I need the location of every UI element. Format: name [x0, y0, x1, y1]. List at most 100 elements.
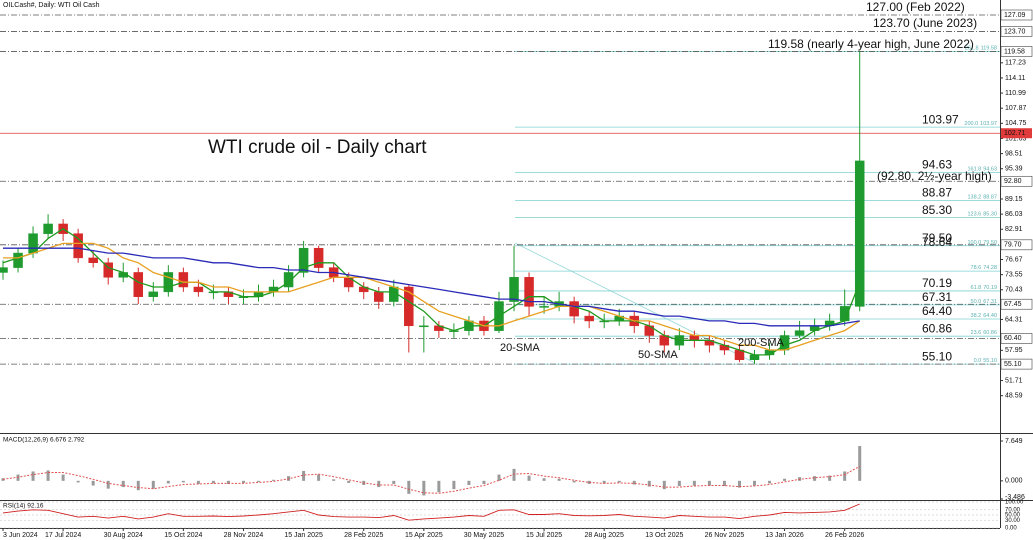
candle-body — [88, 257, 98, 264]
key-level-box — [1000, 175, 1033, 187]
macd-bar — [332, 479, 336, 481]
annotation: 127.00 (Feb 2022) — [866, 0, 965, 14]
macd-bar — [843, 471, 847, 481]
candle-body — [313, 247, 324, 268]
macd-title: MACD(12,26,9) 6.676 2.792 — [3, 437, 85, 444]
key-level-label: 92.80 — [1004, 178, 1022, 185]
macd-bar — [166, 480, 170, 484]
y-tick-label: 82.91 — [1005, 226, 1023, 233]
fib-value: 88.87 — [983, 195, 997, 201]
fib-ratio: 261.8 — [965, 46, 979, 52]
macd-bar — [211, 480, 215, 484]
macd-tick-label: 7.649 — [1005, 438, 1023, 445]
trend-line — [514, 242, 756, 364]
x-tick-label: 26 Feb 2026 — [825, 532, 864, 539]
x-tick-label: 3 Jun 2024 — [3, 532, 38, 539]
annotation: (92.80, 2½-year high) — [877, 169, 992, 183]
rsi-title: RSI(14) 92.16 — [3, 503, 44, 510]
y-tick-label: 51.71 — [1005, 377, 1023, 384]
macd-bar — [91, 480, 95, 486]
macd-bar — [76, 480, 80, 483]
x-tick-label: 30 May 2025 — [464, 532, 505, 539]
current-price-box — [1001, 128, 1032, 139]
x-tick-label: 26 Nov 2025 — [705, 532, 745, 539]
key-level-box — [1000, 26, 1033, 37]
macd-bar — [572, 480, 576, 483]
candle-body — [539, 306, 549, 308]
macd-bar — [512, 468, 516, 481]
macd-bar — [587, 480, 591, 484]
rsi-tick-label: 0.00 — [1005, 526, 1017, 532]
macd-bar — [121, 480, 125, 488]
level-label: 60.86 — [922, 321, 952, 335]
fib-value: 103.97 — [980, 122, 997, 128]
fib-ratio: 0.0 — [974, 359, 982, 365]
macd-bar — [722, 480, 726, 487]
macd-bar — [136, 480, 140, 491]
macd-bar — [1, 478, 5, 481]
fib-ratio: 200.0 — [964, 122, 978, 128]
rsi-tick-label: 70.00 — [1005, 507, 1021, 513]
key-level-label: 127.09 — [1004, 12, 1026, 19]
fib-label: 161.8 94.63 — [967, 167, 997, 173]
x-tick-label: 17 Jul 2024 — [45, 532, 81, 539]
sma-line — [2, 228, 861, 356]
fib-value: 70.19 — [983, 285, 997, 291]
candle-body — [0, 267, 8, 273]
macd-bar — [422, 480, 426, 496]
fib-ratio: 23.6 — [971, 331, 982, 337]
key-level-box — [1000, 333, 1033, 344]
x-tick-label: 15 Oct 2024 — [164, 532, 202, 539]
key-level-box — [1000, 46, 1033, 57]
macd-tick-label: 0.000 — [1005, 478, 1023, 485]
macd-bar — [392, 480, 396, 484]
fib-label: 38.2 64.40 — [971, 313, 997, 319]
macd-bar — [632, 480, 636, 485]
rsi-tick-label: 30.00 — [1005, 518, 1021, 524]
sma-label: 20-SMA — [500, 342, 540, 354]
candle-body — [103, 262, 113, 278]
y-tick-label: 57.95 — [1005, 347, 1023, 354]
macd-bar — [768, 480, 772, 484]
macd-bar — [106, 480, 110, 489]
y-tick-label: 101.63 — [1005, 135, 1027, 142]
candle-body — [794, 330, 805, 336]
x-tick-label: 15 Jan 2025 — [284, 532, 323, 539]
y-tick-label: 76.67 — [1005, 256, 1023, 263]
fib-label: 61.8 70.19 — [971, 285, 997, 291]
level-label: 79.50 — [922, 231, 952, 245]
fib-value: 79.50 — [983, 240, 997, 246]
y-tick-label: 89.15 — [1005, 196, 1023, 203]
fib-value: 94.63 — [983, 167, 997, 173]
x-tick-label: 13 Oct 2025 — [645, 532, 683, 539]
macd-bar — [151, 480, 155, 489]
candle-body — [509, 277, 519, 302]
chart-title: WTI crude oil - Daily chart — [208, 137, 427, 158]
key-level-label: 67.45 — [1004, 301, 1022, 308]
candle-body — [749, 354, 760, 360]
chart-header: OILCash#, Daily: WTI Oil Cash — [3, 2, 100, 9]
candle-body — [133, 272, 144, 297]
y-tick-label: 48.59 — [1005, 393, 1023, 400]
fib-label: 100.0 79.50 — [967, 240, 997, 246]
y-tick-label: 95.39 — [1005, 166, 1023, 173]
macd-bar — [662, 480, 666, 490]
key-level-label: 55.10 — [1004, 361, 1022, 368]
macd-bar — [527, 475, 531, 481]
candle-body — [419, 325, 429, 328]
macd-bar — [437, 480, 441, 493]
sma-line — [3, 247, 860, 327]
macd-bar — [407, 480, 411, 494]
fib-ratio: 100.0 — [967, 240, 981, 246]
fib-label: 123.6 85.30 — [967, 212, 997, 218]
level-label: 88.87 — [922, 186, 952, 200]
macd-bar — [16, 474, 20, 481]
macd-bar — [181, 480, 185, 483]
fib-ratio: 50.0 — [971, 299, 982, 305]
macd-bar — [783, 478, 787, 481]
macd-bar — [737, 480, 741, 488]
fib-ratio: 78.6 — [971, 266, 982, 272]
macd-bar — [813, 476, 817, 481]
macd-bar — [497, 474, 501, 481]
